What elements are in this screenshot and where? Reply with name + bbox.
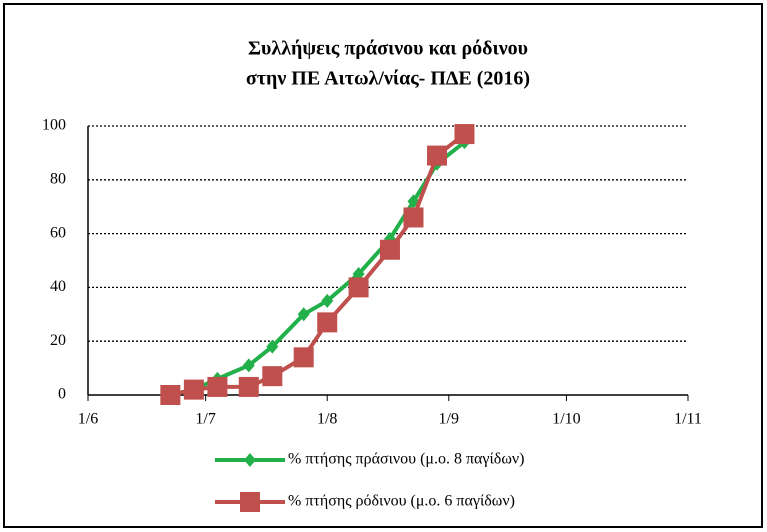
marker bbox=[348, 277, 369, 298]
x-tick-label: 1/9 bbox=[439, 411, 459, 428]
y-tick-label: 60 bbox=[50, 224, 66, 241]
marker bbox=[317, 312, 338, 333]
marker bbox=[207, 376, 228, 397]
chart-title: Συλλήψεις πράσινου και ρόδινου bbox=[248, 38, 528, 60]
y-tick-label: 100 bbox=[42, 117, 66, 134]
marker bbox=[262, 366, 283, 387]
marker bbox=[266, 339, 279, 354]
x-tick-label: 1/11 bbox=[674, 411, 702, 428]
marker bbox=[379, 239, 400, 260]
chart-border bbox=[3, 3, 763, 528]
x-tick-label: 1/7 bbox=[195, 411, 215, 428]
y-tick-label: 80 bbox=[50, 170, 66, 187]
legend-label: % πτήσης πράσινου (μ.ο. 8 παγίδων) bbox=[288, 451, 524, 468]
x-tick-label: 1/8 bbox=[317, 411, 337, 428]
x-tick-label: 1/6 bbox=[78, 411, 98, 428]
y-tick-label: 20 bbox=[50, 332, 66, 349]
marker bbox=[242, 358, 255, 373]
marker bbox=[454, 124, 475, 145]
legend-label: % πτήσης ρόδινου (μ.ο. 6 παγίδων) bbox=[288, 493, 515, 510]
x-tick-label: 1/10 bbox=[552, 411, 580, 428]
marker bbox=[160, 385, 181, 405]
marker bbox=[183, 379, 204, 400]
series-line bbox=[169, 132, 466, 397]
legend-marker bbox=[244, 453, 256, 467]
marker bbox=[293, 347, 314, 368]
marker bbox=[297, 307, 310, 322]
marker bbox=[238, 376, 259, 397]
marker bbox=[403, 207, 424, 228]
marker bbox=[427, 145, 448, 166]
marker bbox=[321, 293, 334, 308]
legend-marker bbox=[240, 492, 260, 512]
y-tick-label: 40 bbox=[50, 278, 66, 295]
y-tick-label: 0 bbox=[58, 386, 66, 403]
chart-title: στην ΠΕ Αιτωλ/νίας- ΠΔΕ (2016) bbox=[246, 68, 530, 90]
